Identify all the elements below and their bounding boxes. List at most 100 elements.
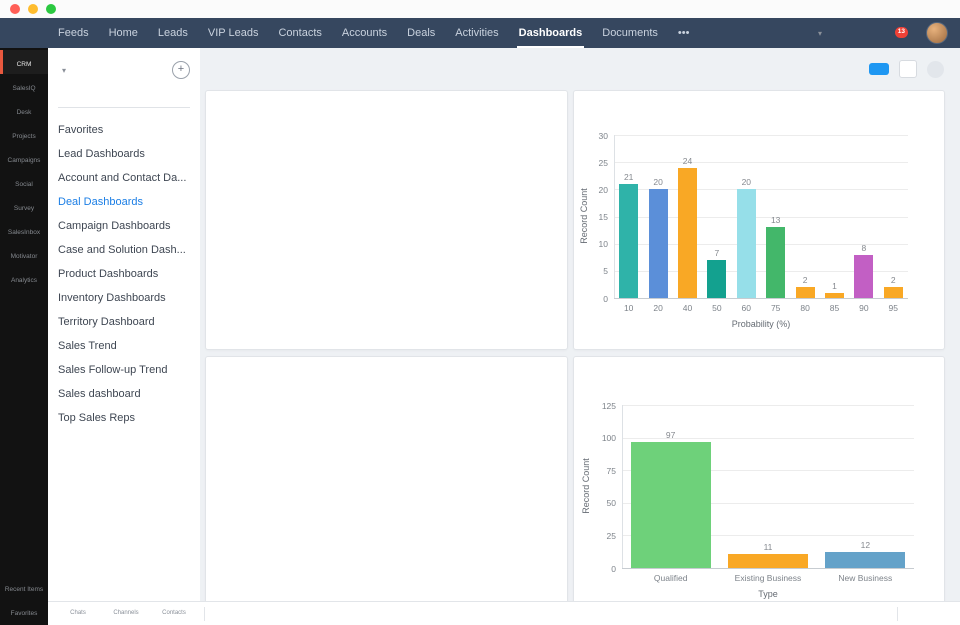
card-title bbox=[206, 91, 567, 103]
card-title bbox=[574, 91, 944, 103]
bar-new-business[interactable] bbox=[825, 552, 906, 568]
card-title bbox=[574, 357, 944, 369]
rail-item-analytics[interactable]: Analytics bbox=[0, 266, 48, 290]
y-tick-label: 30 bbox=[598, 130, 608, 141]
y-axis bbox=[622, 405, 623, 568]
y-tick-label: 25 bbox=[598, 157, 608, 168]
dashboards-panel: ▾ + Favorites Lead Dashboards Account and … bbox=[48, 48, 201, 601]
panel-search bbox=[48, 88, 200, 112]
bar-existing-business[interactable] bbox=[728, 553, 808, 568]
divider bbox=[204, 606, 205, 621]
bar-50[interactable] bbox=[707, 259, 727, 298]
dashboard-item-lead-dashboards[interactable]: Lead Dashboards bbox=[58, 148, 145, 160]
dashboard-item-case-and-solution-dash[interactable]: Case and Solution Dash... bbox=[58, 244, 186, 256]
nav-tab-feeds[interactable]: Feeds bbox=[58, 27, 89, 39]
bar-40[interactable] bbox=[678, 167, 697, 298]
window-close-button[interactable] bbox=[10, 4, 20, 14]
bar-95[interactable] bbox=[883, 287, 903, 298]
dashboard-item-sales-follow-up-trend[interactable]: Sales Follow-up Trend bbox=[58, 364, 168, 376]
rail-item-favorites[interactable]: Favorites bbox=[0, 599, 48, 623]
rail-item-desk[interactable]: Desk bbox=[0, 98, 48, 122]
dashboard-item-sales-trend[interactable]: Sales Trend bbox=[58, 340, 117, 352]
rail-item-motivator[interactable]: Motivator bbox=[0, 242, 48, 266]
dashboard-item-territory-dashboard[interactable]: Territory Dashboard bbox=[58, 316, 155, 328]
bar-60[interactable] bbox=[736, 189, 756, 298]
help-button[interactable] bbox=[927, 60, 944, 78]
chat-shortcut-channels[interactable]: Channels bbox=[106, 610, 146, 616]
x-tick-label: New Business bbox=[838, 573, 893, 583]
gridline bbox=[622, 437, 914, 439]
nav-tab-accounts[interactable]: Accounts bbox=[341, 27, 388, 39]
nav-tab-activities[interactable]: Activities bbox=[455, 27, 499, 39]
x-tick-label: Qualified bbox=[653, 573, 688, 583]
rail-item-social[interactable]: Social bbox=[0, 170, 48, 194]
dashboard-item-campaign-dashboards[interactable]: Campaign Dashboards bbox=[58, 220, 171, 232]
main-header bbox=[200, 48, 960, 90]
dashboard-item-inventory-dashboards[interactable]: Inventory Dashboards bbox=[58, 292, 166, 304]
chat-shortcut-contacts[interactable]: Contacts bbox=[154, 610, 194, 616]
bar-value-label: 21 bbox=[623, 171, 634, 182]
card-zylker-big-deals bbox=[205, 356, 568, 601]
bar-qualified[interactable] bbox=[630, 441, 711, 568]
x-axis bbox=[622, 568, 914, 569]
x-axis-label: Type bbox=[758, 589, 778, 599]
rail-item-salesinbox[interactable]: SalesInbox bbox=[0, 218, 48, 242]
all-tabs-dropdown[interactable]: ▾ bbox=[814, 29, 822, 38]
nav-tab-contacts[interactable]: Contacts bbox=[278, 27, 322, 39]
chat-shortcut-chats[interactable]: Chats bbox=[58, 610, 98, 616]
bar-75[interactable] bbox=[766, 227, 786, 298]
dashboard-item-product-dashboards[interactable]: Product Dashboards bbox=[58, 268, 159, 280]
x-tick-label: 90 bbox=[859, 303, 869, 313]
dashboard-item-deal-dashboards[interactable]: Deal Dashboards bbox=[58, 196, 143, 208]
divider bbox=[897, 606, 898, 621]
smart-chat-input[interactable] bbox=[215, 606, 877, 621]
dashboard-item-account-and-contact-da[interactable]: Account and Contact Da... bbox=[58, 172, 187, 184]
big-deals-pie-chart bbox=[206, 387, 567, 601]
rail-item-label: Analytics bbox=[10, 277, 37, 284]
nav-tab-deals[interactable]: Deals bbox=[407, 27, 436, 39]
rail-item-projects[interactable]: Projects bbox=[0, 122, 48, 146]
nav-tab-leads[interactable]: Leads bbox=[157, 27, 188, 39]
rail-item-campaigns[interactable]: Campaigns bbox=[0, 146, 48, 170]
rail-item-label: SalesInbox bbox=[7, 229, 41, 236]
y-tick-label: 0 bbox=[611, 563, 616, 574]
search-input[interactable] bbox=[58, 89, 190, 108]
x-tick-label: 95 bbox=[888, 303, 899, 313]
dashboard-item-top-sales-reps[interactable]: Top Sales Reps bbox=[58, 412, 136, 424]
bar-20[interactable] bbox=[648, 189, 668, 298]
y-axis-label: Record Count bbox=[581, 457, 591, 514]
bar-value-label: 13 bbox=[770, 215, 781, 226]
nav-tab-documents[interactable]: Documents bbox=[602, 27, 658, 39]
main-content: Record Count 0 5 10 15 20 25 30 21 10 20 20 24 40 7 50 2… bbox=[200, 48, 960, 601]
user-avatar[interactable] bbox=[926, 22, 948, 44]
more-options-button[interactable] bbox=[899, 60, 917, 78]
nav-tab-dashboards[interactable]: Dashboards bbox=[509, 18, 593, 48]
rail-item-crm[interactable]: CRM bbox=[0, 50, 48, 74]
add-dashboard-button[interactable]: + bbox=[172, 61, 190, 79]
chevron-down-icon[interactable]: ▾ bbox=[62, 65, 67, 75]
nav-tab-more[interactable]: ••• bbox=[677, 27, 690, 39]
window-zoom-button[interactable] bbox=[46, 4, 56, 14]
x-axis-label: Probability (%) bbox=[731, 319, 791, 329]
nav-tab-home[interactable]: Home bbox=[108, 27, 138, 39]
rail-item-salesiq[interactable]: SalesIQ bbox=[0, 74, 48, 98]
rail-item-label: SalesIQ bbox=[12, 85, 36, 92]
x-tick-label: 75 bbox=[770, 303, 781, 313]
nav-tab-vip-leads[interactable]: VIP Leads bbox=[207, 27, 259, 39]
window-minimize-button[interactable] bbox=[28, 4, 38, 14]
probability-bar-chart: Record Count 0 5 10 15 20 25 30 21 10 20 20 24 40 7 50 2… bbox=[574, 121, 944, 349]
dashboard-item-sales-dashboard[interactable]: Sales dashboard bbox=[58, 388, 141, 400]
add-component-button[interactable] bbox=[869, 63, 889, 75]
rail-item-survey[interactable]: Survey bbox=[0, 194, 48, 218]
rail-item-label: Campaigns bbox=[7, 157, 41, 164]
dashboard-item-favorites[interactable]: Favorites bbox=[58, 124, 104, 136]
dashboard-list: Favorites Lead Dashboards Account and Cont… bbox=[48, 112, 200, 430]
card-pipeline-by-stage bbox=[205, 90, 568, 350]
rail-item-label: Projects bbox=[12, 133, 36, 140]
bar-10[interactable] bbox=[619, 183, 639, 298]
bar-80[interactable] bbox=[795, 287, 815, 298]
bar-90[interactable] bbox=[854, 254, 874, 298]
bar-value-label: 2 bbox=[890, 275, 896, 286]
rail-item-recent-items[interactable]: Recent Items bbox=[0, 575, 48, 599]
bar-85[interactable] bbox=[825, 292, 844, 298]
